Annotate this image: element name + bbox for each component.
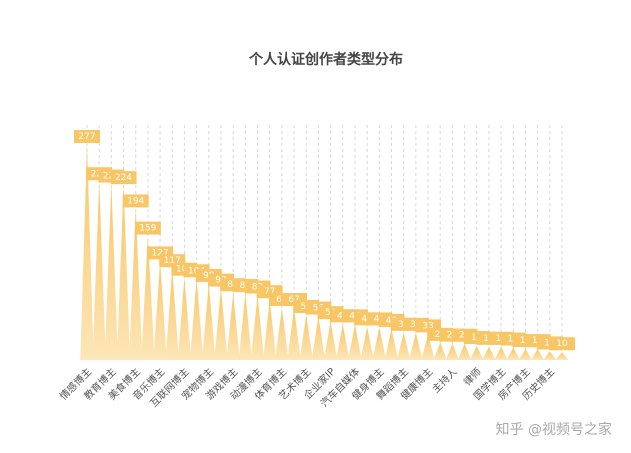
- spike: [348, 324, 362, 360]
- spike: [506, 347, 520, 360]
- spike: [530, 349, 545, 360]
- spike: [141, 236, 155, 360]
- value-label: 194: [127, 196, 144, 206]
- spike: [445, 343, 460, 360]
- value-label: 127: [151, 248, 168, 258]
- value-label-box: [134, 221, 161, 235]
- spike: [518, 349, 533, 360]
- spike: [336, 324, 350, 360]
- spike: [384, 328, 399, 360]
- spike: [214, 288, 228, 360]
- spike: [482, 346, 496, 360]
- spike: [165, 269, 179, 360]
- spike: [262, 300, 277, 360]
- spike: [226, 293, 240, 360]
- spike: [250, 295, 265, 360]
- spike: [129, 209, 143, 360]
- spike: [189, 279, 204, 360]
- spike: [433, 342, 447, 360]
- chart-title: 个人认证创作者类型分布: [248, 51, 403, 68]
- value-label-box: [549, 337, 575, 351]
- spike: [409, 332, 423, 360]
- spike: [299, 314, 313, 360]
- value-label: 224: [115, 173, 132, 183]
- spike: [177, 277, 192, 360]
- spike: [457, 343, 472, 360]
- x-tick-label: 主持人: [429, 365, 459, 395]
- spike: [116, 186, 131, 360]
- value-label: 77: [264, 287, 275, 297]
- spike: [470, 346, 484, 360]
- spike: [555, 352, 569, 360]
- spike: [421, 334, 435, 360]
- value-label-box: [74, 130, 100, 143]
- spike: [494, 346, 508, 360]
- value-label: 117: [164, 256, 181, 266]
- spike: [275, 307, 289, 360]
- spike: [396, 332, 411, 360]
- spike: [372, 327, 387, 360]
- spike: [80, 145, 94, 360]
- spike: [153, 261, 167, 360]
- value-label-box: [110, 171, 137, 185]
- spike: [238, 294, 253, 360]
- spike: [202, 283, 216, 360]
- spike: [287, 307, 301, 360]
- watermark: 知乎 @视频号之家: [496, 421, 612, 438]
- value-label: 33: [422, 321, 433, 331]
- value-label-box: [122, 194, 149, 208]
- value-label: 159: [139, 224, 156, 234]
- value-label: 277: [78, 132, 95, 142]
- spike: [104, 184, 119, 360]
- spike: [92, 182, 106, 360]
- x-tick-label: 律师: [461, 365, 484, 388]
- spike: [311, 316, 326, 360]
- spike: [360, 327, 374, 360]
- spike: [323, 321, 338, 360]
- value-label: 10: [556, 339, 568, 349]
- spike: [543, 351, 557, 360]
